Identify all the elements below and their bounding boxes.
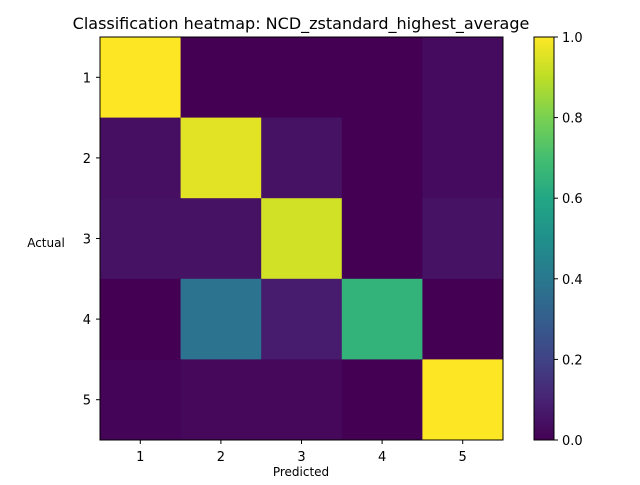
heatmap-cell xyxy=(100,198,182,280)
heatmap-cell xyxy=(341,37,423,119)
colorbar-tick-label: 0.8 xyxy=(562,112,583,127)
heatmap-cell xyxy=(261,37,343,119)
colorbar-tick-label: 0.2 xyxy=(562,353,583,368)
heatmap-cell xyxy=(180,278,262,360)
colorbar-tick-label: 1.0 xyxy=(562,31,583,46)
x-axis-label: Predicted xyxy=(273,465,329,479)
heatmap-cell xyxy=(422,359,504,441)
x-tick-label: 4 xyxy=(378,450,386,465)
heatmap-cell xyxy=(100,359,182,441)
heatmap-cell xyxy=(341,198,423,280)
y-tick-label: 2 xyxy=(83,152,91,167)
y-tick-label: 1 xyxy=(83,71,91,86)
heatmap-cell xyxy=(100,37,182,119)
heatmap-cell xyxy=(341,278,423,360)
colorbar xyxy=(533,36,555,441)
heatmap-cell xyxy=(180,198,262,280)
y-tick-label: 5 xyxy=(83,394,91,409)
heatmap-cell xyxy=(180,117,262,199)
heatmap-cell xyxy=(261,359,343,441)
heatmap-cell xyxy=(261,117,343,199)
y-axis-label: Actual xyxy=(27,236,65,250)
heatmap-cell xyxy=(261,278,343,360)
colorbar-ticks: 0.0 0.2 0.4 0.6 0.8 1.0 xyxy=(554,31,583,449)
heatmap-cell xyxy=(341,117,423,199)
x-tick-label: 1 xyxy=(136,450,144,465)
colorbar-tick-label: 0.4 xyxy=(562,273,583,288)
y-axis-ticks: 1 2 3 4 5 xyxy=(83,71,100,409)
heatmap-cell xyxy=(422,278,504,360)
heatmap-cell xyxy=(422,198,504,280)
heatmap-cell xyxy=(341,359,423,441)
heatmap-cell xyxy=(261,198,343,280)
heatmap-cell xyxy=(422,117,504,199)
heatmap-cell xyxy=(422,37,504,119)
x-tick-label: 5 xyxy=(459,450,467,465)
x-axis-ticks: 1 2 3 4 5 xyxy=(136,440,467,465)
heatmap-cell xyxy=(180,359,262,441)
heatmap-cell xyxy=(180,37,262,119)
y-tick-label: 3 xyxy=(83,233,91,248)
heatmap-cell xyxy=(100,278,182,360)
x-tick-label: 3 xyxy=(297,450,305,465)
y-tick-label: 4 xyxy=(83,313,91,328)
colorbar-tick-label: 0.6 xyxy=(562,192,583,207)
colorbar-tick-label: 0.0 xyxy=(562,434,583,449)
heatmap-cells xyxy=(100,37,504,441)
chart-title: Classification heatmap: NCD_zstandard_hi… xyxy=(73,14,530,34)
x-tick-label: 2 xyxy=(217,450,225,465)
heatmap-cell xyxy=(100,117,182,199)
